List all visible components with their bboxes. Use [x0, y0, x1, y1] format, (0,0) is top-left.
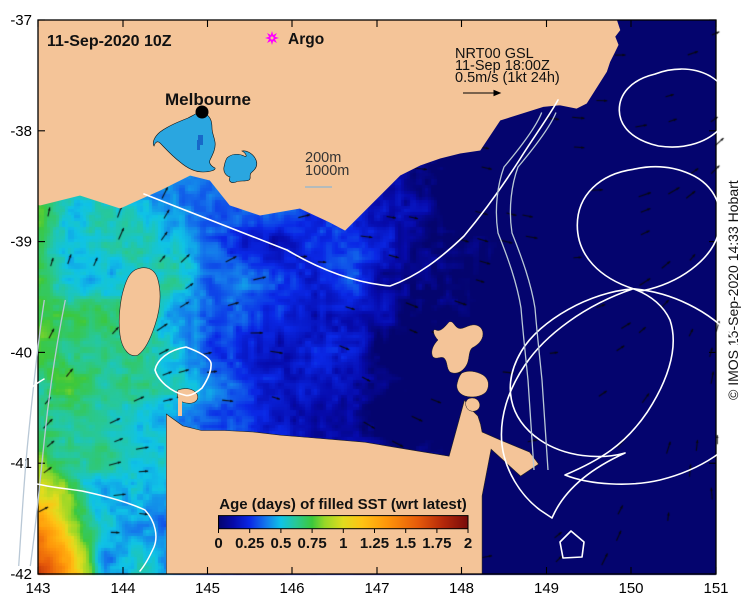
- svg-text:0.5m/s (1kt 24h): 0.5m/s (1kt 24h): [455, 70, 560, 86]
- svg-text:© IMOS 15-Sep-2020 14:33 Hobar: © IMOS 15-Sep-2020 14:33 Hobart: [725, 180, 741, 400]
- svg-text:1: 1: [339, 535, 347, 552]
- svg-text:1000m: 1000m: [305, 163, 349, 179]
- svg-text:1.75: 1.75: [422, 535, 451, 552]
- svg-text:145: 145: [195, 580, 220, 597]
- svg-text:148: 148: [449, 580, 474, 597]
- svg-text:0.75: 0.75: [297, 535, 326, 552]
- svg-text:Melbourne: Melbourne: [165, 90, 251, 109]
- svg-text:-38: -38: [10, 123, 32, 140]
- svg-text:146: 146: [279, 580, 304, 597]
- svg-text:-41: -41: [10, 455, 32, 472]
- svg-text:0.5: 0.5: [270, 535, 291, 552]
- svg-text:Argo: Argo: [288, 31, 324, 48]
- svg-text:-42: -42: [10, 566, 32, 583]
- svg-text:-37: -37: [10, 12, 32, 29]
- svg-text:144: 144: [110, 580, 135, 597]
- svg-text:150: 150: [618, 580, 643, 597]
- svg-text:11-Sep-2020 10Z: 11-Sep-2020 10Z: [47, 33, 172, 50]
- svg-text:-40: -40: [10, 344, 32, 361]
- svg-text:-39: -39: [10, 234, 32, 251]
- svg-text:1.5: 1.5: [395, 535, 416, 552]
- svg-text:0.25: 0.25: [235, 535, 264, 552]
- svg-text:0: 0: [214, 535, 222, 552]
- svg-text:149: 149: [534, 580, 559, 597]
- svg-text:1.25: 1.25: [360, 535, 389, 552]
- svg-text:Age (days) of filled SST (wrt: Age (days) of filled SST (wrt latest): [219, 496, 467, 513]
- svg-text:151: 151: [703, 580, 728, 597]
- svg-text:147: 147: [364, 580, 389, 597]
- svg-text:2: 2: [464, 535, 472, 552]
